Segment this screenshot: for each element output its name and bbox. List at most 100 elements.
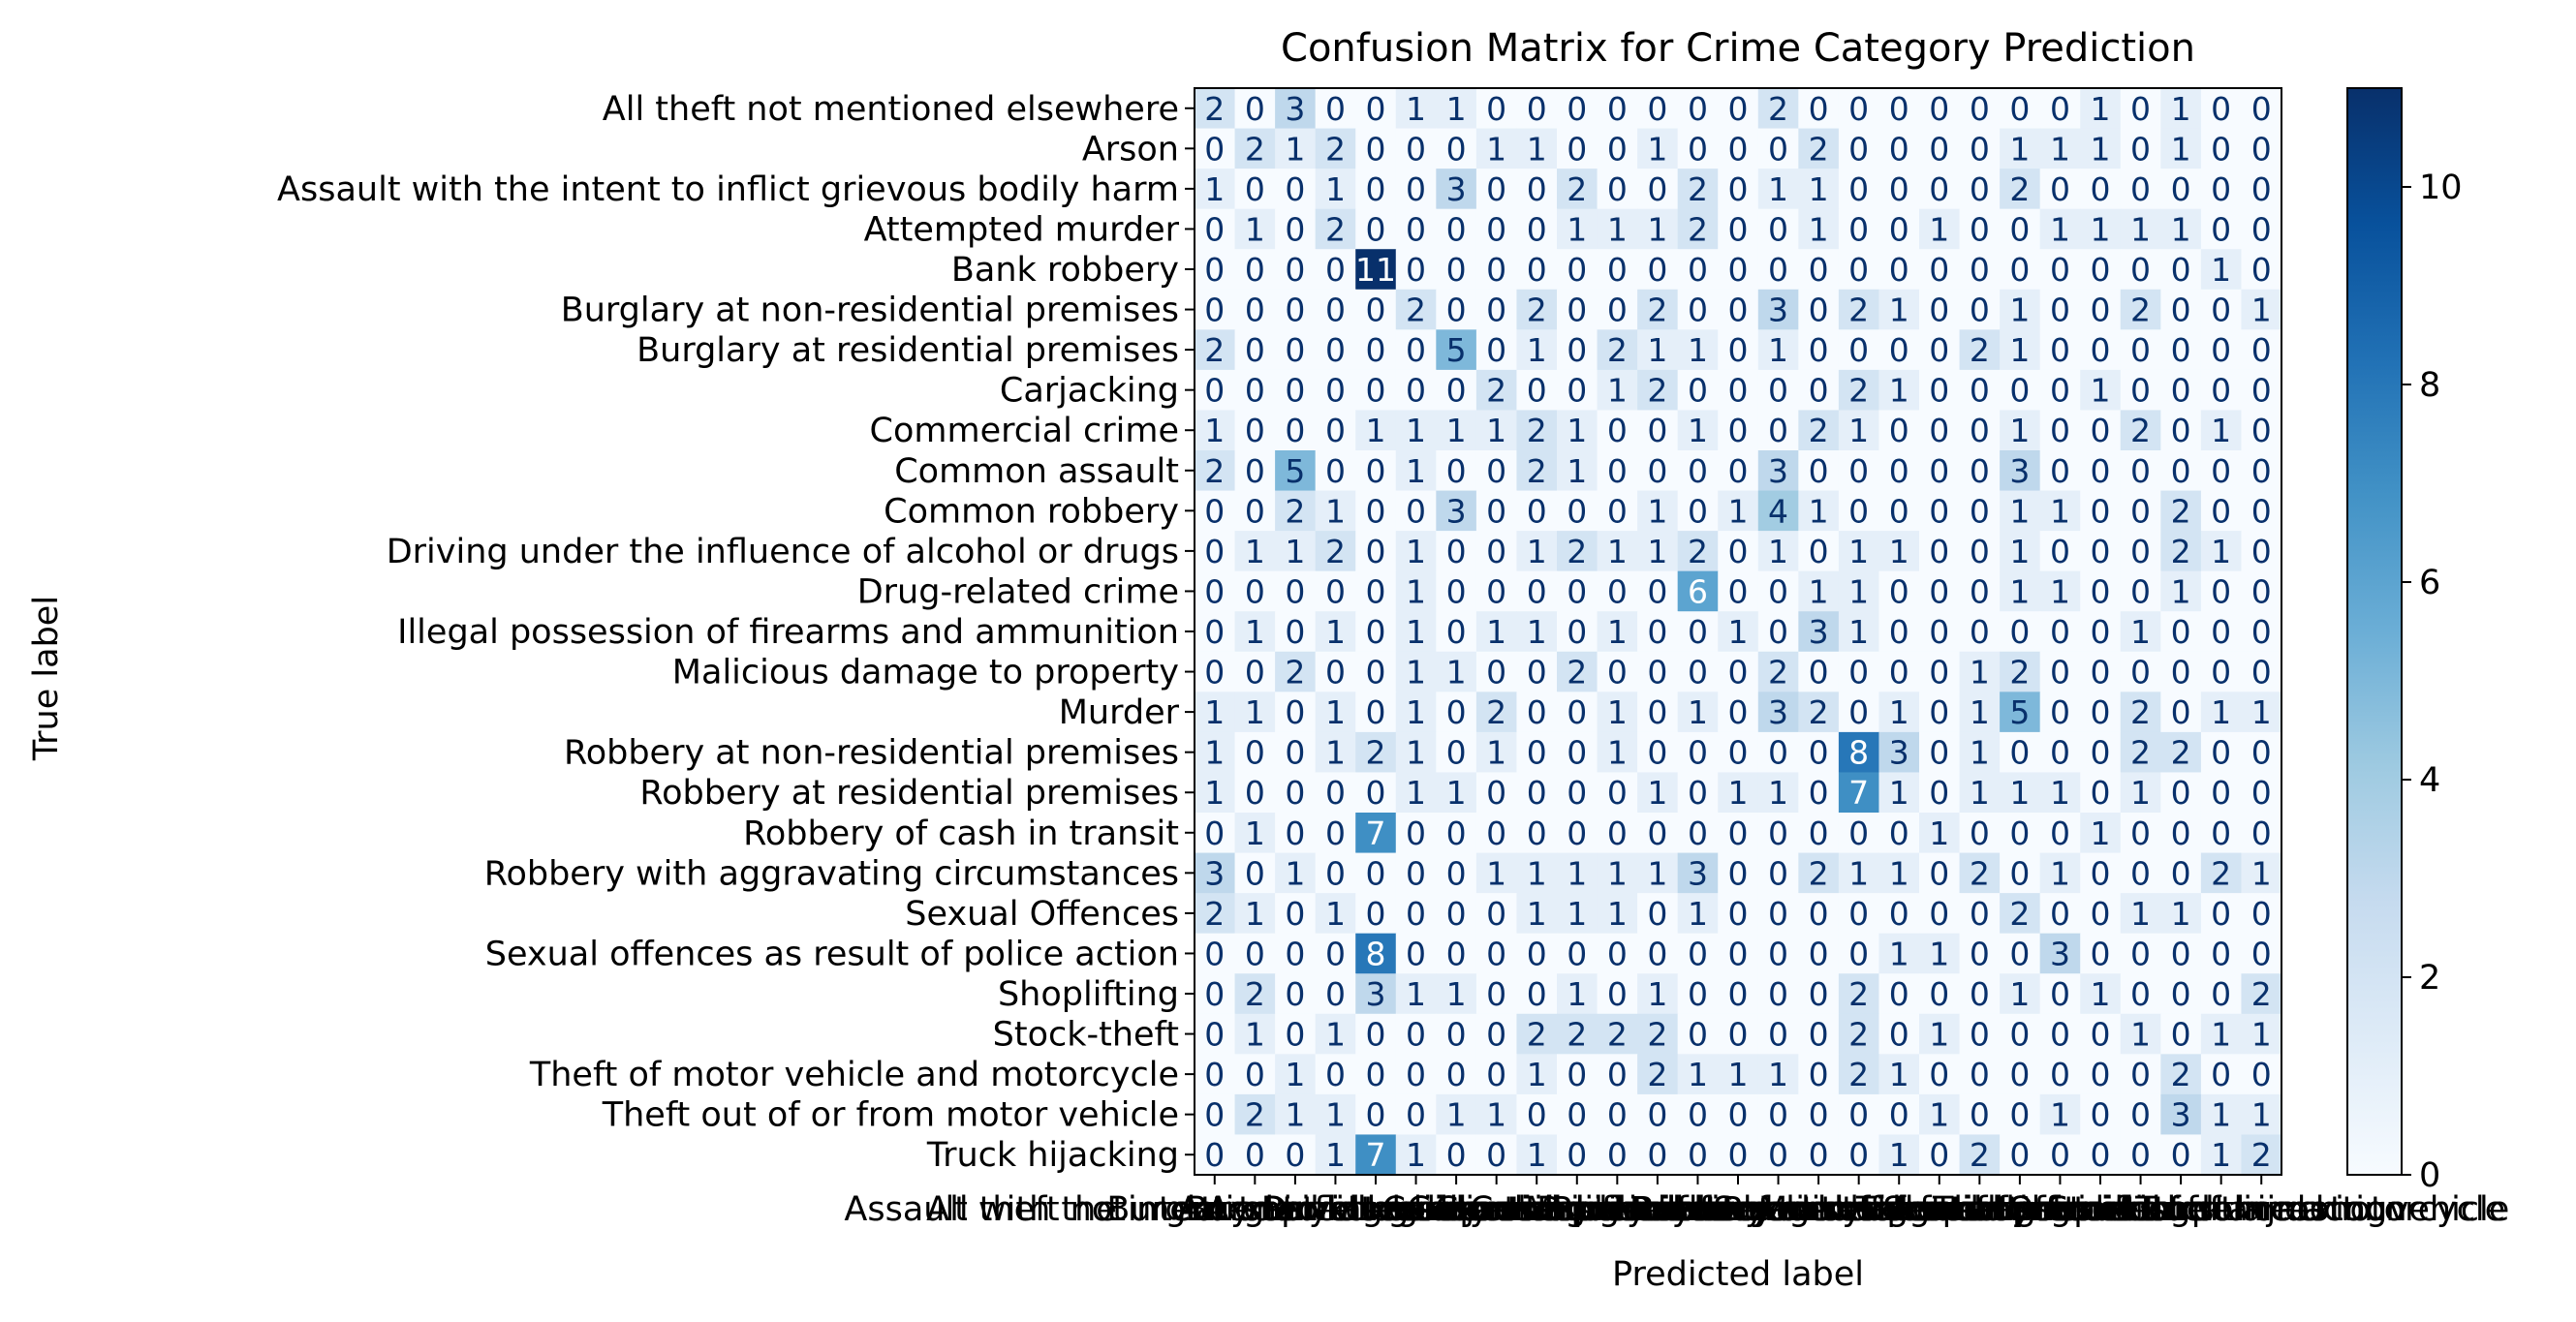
x-tick-label: Drug-related crime: [1536, 1190, 1858, 1229]
matrix-cell-value: 2: [1688, 210, 1708, 248]
matrix-cell: [1475, 893, 1518, 935]
matrix-cell: [2200, 611, 2243, 653]
matrix-cell: [1838, 1054, 1880, 1095]
matrix-cell-value: 1: [1848, 533, 1869, 570]
matrix-cell: [1557, 772, 1598, 814]
matrix-cell-value: 3: [2171, 1096, 2191, 1134]
matrix-cell: [1275, 289, 1317, 330]
matrix-cell: [1557, 1134, 1598, 1176]
matrix-cell-value: 0: [1848, 895, 1869, 933]
matrix-cell: [1798, 249, 1840, 291]
matrix-cell-value: 0: [1929, 895, 1949, 933]
matrix-cell: [2080, 772, 2122, 814]
matrix-cell-value: 0: [1486, 815, 1506, 852]
matrix-cell-value: 2: [1567, 1016, 1587, 1054]
matrix-cell-value: 0: [1325, 292, 1346, 329]
matrix-cell: [2241, 731, 2282, 774]
matrix-cell-value: 0: [1768, 854, 1788, 892]
matrix-cell-value: 1: [1204, 170, 1225, 208]
matrix-cell-value: 0: [1245, 412, 1265, 449]
matrix-cell-value: 1: [1204, 734, 1225, 772]
matrix-cell-value: 0: [1768, 895, 1788, 933]
x-tick-label: Bank robbery: [1261, 1190, 1489, 1229]
matrix-cell-value: 0: [2130, 492, 2151, 530]
matrix-cell-value: 2: [1325, 130, 1346, 168]
matrix-cell: [1315, 651, 1356, 692]
matrix-cell-value: 0: [1809, 90, 1829, 128]
matrix-cell: [1919, 893, 1961, 935]
matrix-cell: [2200, 1013, 2243, 1055]
matrix-cell: [1878, 329, 1920, 371]
matrix-cell-value: 0: [2130, 572, 2151, 610]
matrix-cell: [1315, 570, 1356, 612]
matrix-cell-value: 1: [1406, 734, 1426, 772]
matrix-cell: [1234, 88, 1276, 130]
matrix-cell: [1757, 369, 1799, 412]
matrix-cell-value: 1: [2211, 1136, 2231, 1174]
matrix-cell: [1475, 1054, 1518, 1095]
matrix-cell: [1718, 369, 1759, 412]
matrix-cell-value: 0: [1929, 734, 1949, 772]
matrix-cell-value: 2: [2130, 412, 2151, 449]
matrix-cell: [2200, 88, 2243, 130]
matrix-cell: [1878, 772, 1920, 814]
matrix-cell: [1315, 289, 1356, 330]
x-axis-ticks: All theft not mentioned elsewhereArsonAs…: [844, 1175, 2509, 1229]
matrix-cell: [2080, 169, 2122, 210]
matrix-cell: [1878, 973, 1920, 1015]
matrix-cell: [1878, 208, 1920, 250]
matrix-cell-value: 1: [1527, 533, 1547, 570]
matrix-cell-value: 2: [1647, 372, 1667, 410]
matrix-cell-value: 0: [1970, 492, 1990, 530]
matrix-cell-value: 1: [2050, 492, 2070, 530]
matrix-cell: [2241, 289, 2282, 330]
matrix-cell: [1516, 651, 1558, 692]
matrix-cell: [1677, 450, 1719, 492]
matrix-cell: [1436, 208, 1477, 250]
matrix-cell-value: 1: [1245, 693, 1265, 731]
matrix-cell-value: 0: [1446, 734, 1467, 772]
matrix-cell: [1959, 169, 2001, 210]
matrix-cell: [1275, 852, 1317, 894]
matrix-cell: [2241, 208, 2282, 250]
matrix-cell-value: 0: [1486, 1016, 1506, 1054]
matrix-cell: [1475, 329, 1518, 371]
matrix-cell: [1475, 208, 1518, 250]
matrix-cell-value: 1: [2251, 854, 2272, 892]
matrix-cell: [2080, 731, 2122, 774]
matrix-cell-value: 0: [2251, 572, 2272, 610]
matrix-cell-value: 0: [1970, 452, 1990, 490]
matrix-cell: [2000, 410, 2041, 451]
matrix-cell: [2039, 369, 2081, 412]
matrix-cell: [1315, 973, 1356, 1015]
y-tick-label: All theft not mentioned elsewhere: [603, 90, 1179, 129]
matrix-cell: [1878, 1093, 1920, 1136]
matrix-cell-value: 2: [1607, 331, 1628, 369]
matrix-cell: [1395, 611, 1437, 653]
matrix-cell: [1355, 531, 1397, 572]
matrix-cell: [1195, 1134, 1236, 1176]
matrix-cell-value: 7: [1366, 1136, 1386, 1174]
matrix-cell-value: 0: [1527, 372, 1547, 410]
matrix-cell: [2000, 611, 2041, 653]
matrix-cell: [1395, 852, 1437, 894]
matrix-cell: [2200, 731, 2243, 774]
matrix-cell: [1195, 852, 1236, 894]
matrix-cell-value: 0: [1809, 975, 1829, 1013]
matrix-cell-value: 0: [1889, 412, 1909, 449]
matrix-cell: [1757, 651, 1799, 692]
matrix-cell-value: 1: [1889, 372, 1909, 410]
matrix-cell-value: 0: [2211, 492, 2231, 530]
matrix-cell-value: 0: [1688, 130, 1708, 168]
matrix-cell: [1798, 772, 1840, 814]
matrix-cell: [1355, 852, 1397, 894]
matrix-cell: [2200, 329, 2243, 371]
matrix-cell-value: 2: [2171, 1056, 2191, 1093]
matrix-cell-value: 0: [1728, 533, 1749, 570]
matrix-cell: [1798, 1013, 1840, 1055]
matrix-cell: [1919, 88, 1961, 130]
matrix-cell: [1597, 128, 1638, 169]
matrix-cell: [1798, 893, 1840, 935]
matrix-cell-value: 0: [2211, 170, 2231, 208]
matrix-cell: [1798, 611, 1840, 653]
